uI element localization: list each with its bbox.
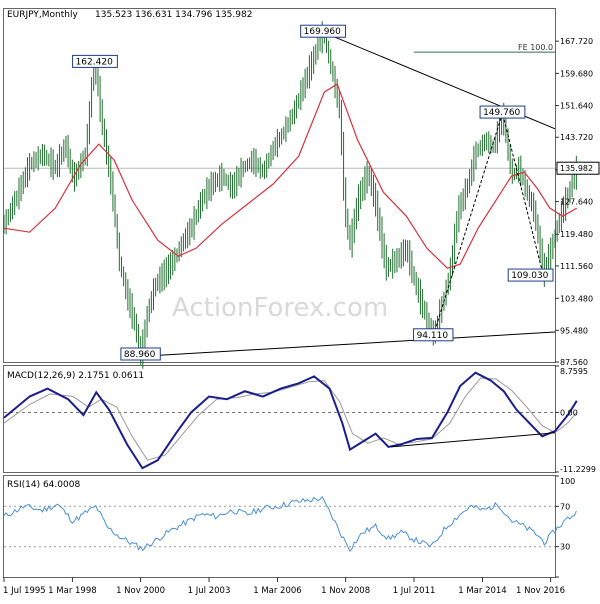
price-y-tick-label: 111.560 [560, 262, 593, 271]
price-panel-frame [3, 8, 556, 363]
rsi-y-tick-label: 30 [560, 543, 570, 552]
trendline-lower [140, 331, 556, 357]
macd-y-tick-label: 0.00 [560, 408, 578, 417]
rsi-title: RSI(14) 64.0008 [7, 480, 80, 490]
last-price-box [556, 161, 600, 175]
price-y-tick-label: 119.480 [560, 230, 593, 239]
price-y-tick-label: 151.640 [560, 102, 593, 111]
rsi-y-tick-label: 70 [560, 502, 570, 511]
x-tick-label: 1 Mar 1998 [48, 586, 96, 596]
x-tick-label: 1 Nov 2016 [516, 586, 565, 596]
fe-100-label: FE 100.0 [518, 43, 553, 52]
projection-dashed-line [432, 111, 544, 336]
price-y-tick-label: 87.560 [560, 358, 588, 367]
rsi-line [3, 495, 577, 552]
axis-layer: 167.720159.680151.640143.720135.600127.6… [3, 37, 600, 596]
price-y-tick-label: 103.480 [560, 294, 593, 303]
macd-title: MACD(12,26,9) 2.1751 0.0611 [7, 371, 144, 381]
x-tick-label: 1 Mar 2006 [253, 586, 301, 596]
macd-signal-line [3, 377, 578, 461]
macd-layer [3, 371, 578, 470]
price-y-tick-label: 159.680 [560, 69, 593, 78]
annotation-label: 88.960 [124, 350, 156, 360]
x-tick-label: 1 Nov 2000 [116, 586, 165, 596]
macd-line [3, 371, 578, 470]
price-layer: FE 100.0 162.420 169.960 149.760 109.030 94.1… [3, 21, 578, 369]
price-y-tick-label: 95.480 [560, 326, 588, 335]
x-tick-label: 1 Jul 1995 [3, 586, 46, 596]
rsi-y-tick-label: 100 [560, 477, 575, 486]
macd-y-tick-label: 8.7595 [560, 367, 588, 376]
annotation-box [300, 24, 346, 38]
x-tick-label: 1 Jul 2003 [188, 586, 231, 596]
watermark: ActionForex.com [172, 293, 388, 323]
last-price-label: 135.982 [560, 164, 593, 173]
sma-line [3, 83, 578, 269]
rsi-panel-frame [3, 475, 556, 578]
macd-panel-frame [3, 365, 556, 473]
rsi-layer [3, 495, 577, 552]
x-tick-label: 1 Nov 2008 [321, 586, 370, 596]
annotation-label: 109.030 [511, 271, 548, 281]
macd-y-tick-label: -11.2299 [560, 465, 596, 474]
price-y-tick-label: 167.720 [560, 37, 593, 46]
x-tick-label: 1 Mar 2014 [458, 586, 506, 596]
price-y-tick-label: 127.640 [560, 198, 593, 207]
x-tick-label: 1 Jul 2011 [393, 586, 436, 596]
price-y-tick-label: 143.720 [560, 133, 593, 142]
annotation-box [507, 268, 554, 282]
annotation-box [72, 54, 118, 68]
annotation-label: 94.110 [417, 331, 449, 341]
annotation-label: 169.960 [304, 27, 341, 37]
chart-header-ohlc: 135.523 136.631 134.796 135.982 [95, 10, 252, 20]
annotation-label: 149.760 [483, 108, 520, 118]
annotation-box [120, 347, 161, 361]
macd-trendline [390, 432, 556, 448]
annotation-box [413, 328, 454, 342]
chart-header-symbol: EURJPY,Monthly [7, 10, 78, 20]
annotation-label: 162.420 [76, 57, 113, 67]
annotation-box [479, 105, 526, 119]
